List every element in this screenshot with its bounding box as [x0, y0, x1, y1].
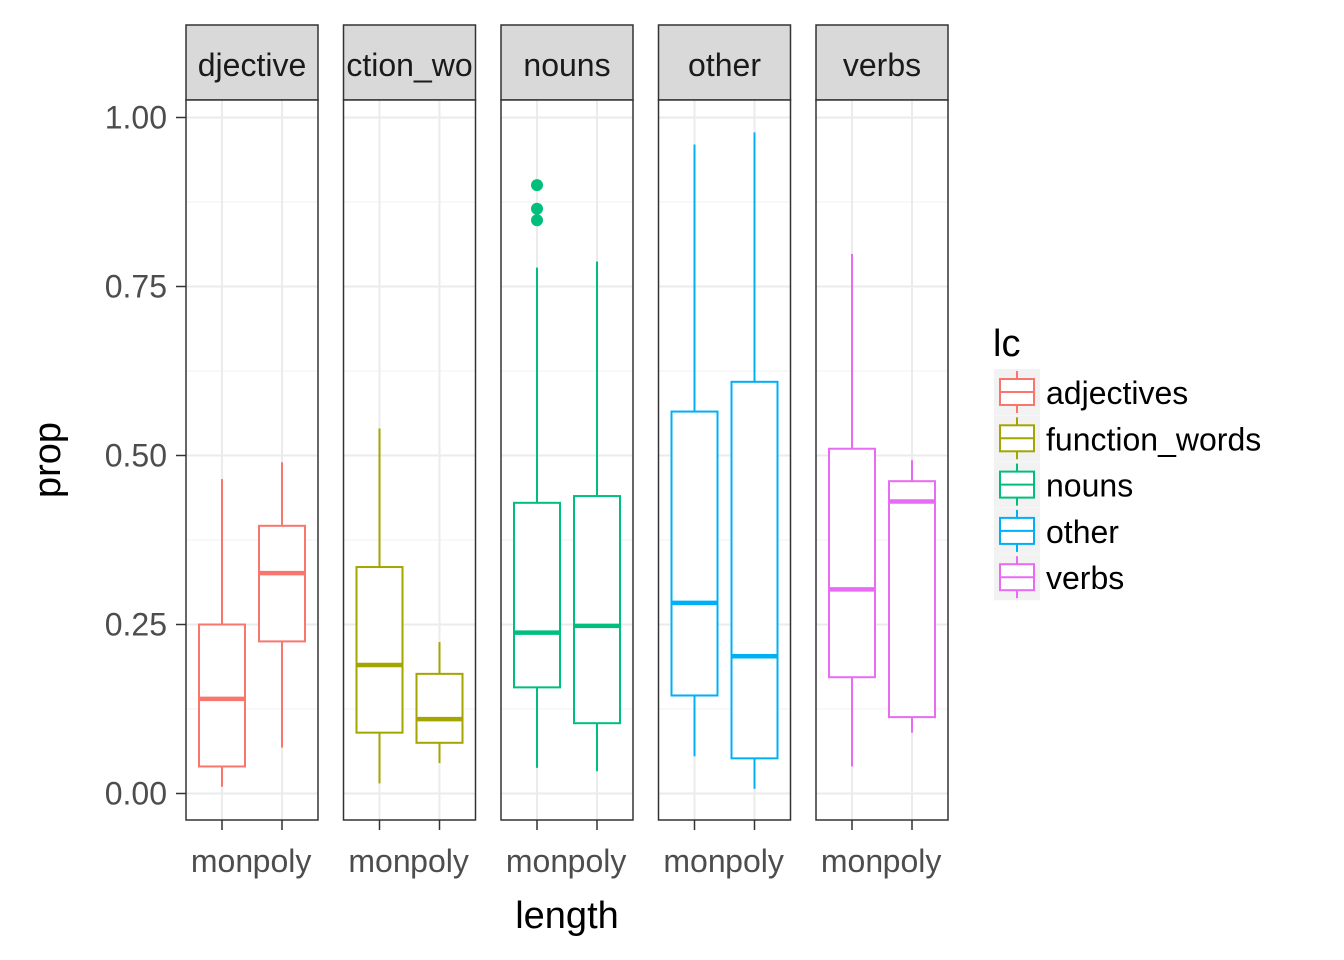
x-tick-label: poly — [568, 843, 627, 879]
facet-strip — [342, 24, 477, 101]
facet-panel-border — [500, 99, 634, 821]
facet-adjectives: djective mon poly — [185, 24, 319, 879]
y-tick-label: 0.25 — [105, 607, 167, 643]
legend-key-verbs — [994, 554, 1040, 601]
x-axis-title: length — [515, 895, 619, 937]
facet-strip — [815, 24, 949, 101]
legend-label-adjectives: adjectives — [1046, 375, 1188, 411]
iqr-box — [355, 566, 404, 734]
x-tick-label: mon — [506, 843, 568, 879]
facet-panel-border — [342, 99, 477, 821]
facet-nouns: nouns mon poly — [500, 24, 634, 879]
facet-strip-label: verbs — [843, 47, 921, 83]
boxplot-function_words-mon — [355, 428, 404, 784]
facet-strip-label: other — [688, 47, 761, 83]
facet-strip-label: ction_wo — [346, 47, 472, 83]
facet-verbs: verbs mon poly — [815, 24, 949, 879]
iqr-box — [258, 524, 306, 643]
iqr-box — [198, 623, 246, 768]
x-tick-label: poly — [725, 843, 784, 879]
legend-key-function_words — [994, 415, 1040, 462]
boxplot-other-poly — [730, 132, 779, 789]
facet-other: other mon poly — [657, 24, 792, 879]
y-tick-label: 1.00 — [105, 100, 167, 136]
boxplot-nouns-poly — [573, 261, 621, 772]
x-tick-label: poly — [883, 843, 942, 879]
boxplot-nouns-mon — [513, 179, 561, 768]
facet-panel-border — [657, 99, 792, 821]
outlier-point — [531, 179, 543, 192]
facet-strip-label: nouns — [523, 47, 610, 83]
y-tick-label: 0.50 — [105, 438, 167, 474]
legend-key-nouns — [994, 461, 1040, 508]
y-tick-label: 0.00 — [105, 776, 167, 812]
boxplot-verbs-poly — [888, 460, 936, 733]
outlier-point — [531, 202, 543, 215]
iqr-box — [415, 672, 464, 744]
legend-label-nouns: nouns — [1046, 468, 1133, 504]
iqr-box — [513, 501, 561, 689]
legend-key-adjectives — [994, 369, 1040, 415]
iqr-box — [573, 495, 621, 725]
iqr-box — [670, 410, 719, 697]
x-tick-label: mon — [348, 843, 410, 879]
legend-label-function_words: function_words — [1046, 421, 1261, 457]
boxplot-adjectives-mon — [198, 479, 246, 787]
facet-strip — [657, 24, 792, 101]
boxplot-function_words-poly — [415, 642, 464, 764]
iqr-box — [828, 447, 876, 679]
boxplot-other-mon — [670, 144, 719, 757]
facet-strip-label: djective — [198, 47, 307, 83]
legend-title: lc — [993, 323, 1020, 365]
boxplot-verbs-mon — [828, 254, 876, 767]
x-tick-label: mon — [191, 843, 253, 879]
facet-panel-border — [815, 99, 949, 821]
y-tick-label: 0.75 — [105, 269, 167, 305]
x-tick-label: mon — [663, 843, 725, 879]
iqr-box — [730, 380, 779, 760]
boxplot-adjectives-poly — [258, 462, 306, 748]
legend-label-other: other — [1046, 514, 1119, 550]
outlier-point — [531, 214, 543, 227]
y-axis-title: prop — [27, 422, 69, 498]
facet-strip — [185, 24, 319, 101]
legend-key-other — [994, 507, 1040, 554]
x-tick-label: poly — [410, 843, 469, 879]
iqr-box — [888, 480, 936, 719]
x-tick-label: mon — [821, 843, 883, 879]
y-axis: 0.00 0.25 0.50 0.75 1.00 — [105, 100, 186, 812]
x-tick-label: poly — [253, 843, 312, 879]
legend-label-verbs: verbs — [1046, 560, 1124, 596]
facet-panel-border — [185, 99, 319, 821]
